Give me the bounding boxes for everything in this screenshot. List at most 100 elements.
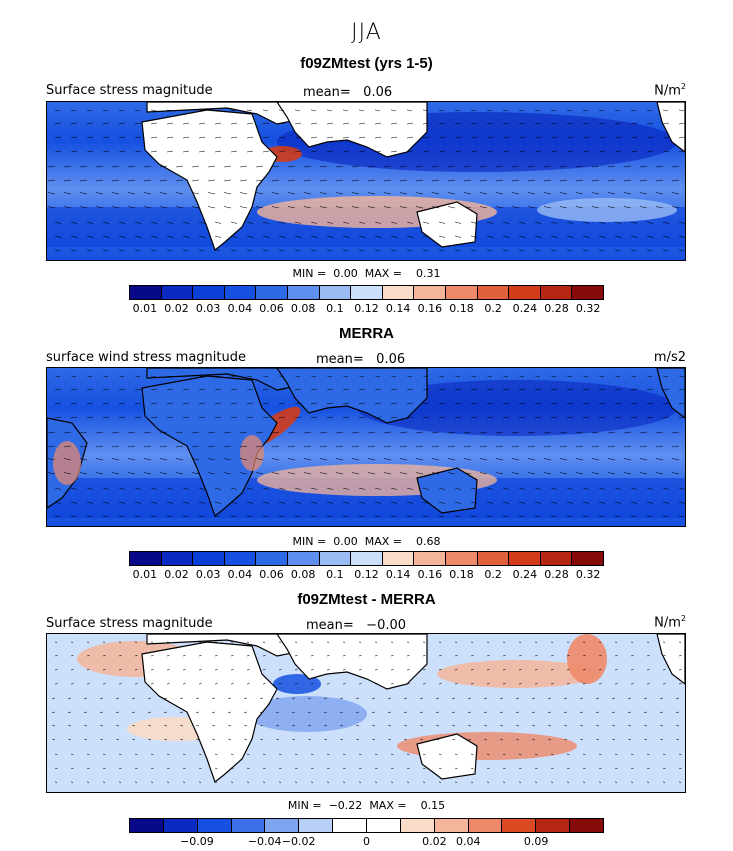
wind-vector	[550, 109, 557, 111]
wind-vector	[134, 753, 138, 756]
wind-vector	[566, 655, 570, 657]
wind-vector	[614, 136, 622, 139]
wind-vector	[575, 165, 584, 168]
wind-vector	[534, 753, 538, 756]
wind-vector	[134, 136, 142, 139]
wind-vector	[559, 445, 568, 448]
wind-vector	[486, 122, 494, 125]
wind-vector	[630, 416, 638, 419]
wind-vector	[287, 192, 296, 195]
wind-vector	[646, 388, 654, 391]
wind-vector	[335, 206, 344, 209]
wind-vector	[484, 711, 488, 713]
wind-vector	[143, 431, 152, 434]
wind-vector	[150, 402, 158, 405]
wind-vector	[102, 136, 110, 139]
wind-vector	[262, 753, 266, 756]
wind-vector	[591, 458, 600, 461]
wind-vector	[607, 206, 616, 209]
wind-vector	[374, 669, 378, 671]
wind-vector	[246, 402, 254, 405]
wind-vector	[559, 431, 568, 434]
wind-vector	[246, 375, 253, 377]
wind-vector	[324, 738, 328, 741]
wind-vector	[580, 724, 584, 727]
wind-vector	[630, 122, 638, 125]
wind-vector	[70, 487, 78, 490]
wind-vector	[383, 206, 392, 209]
wind-vector	[502, 235, 510, 238]
wind-vector	[150, 388, 158, 391]
wind-vector	[655, 458, 664, 461]
wind-vector	[102, 221, 110, 224]
colorbar-swatch	[572, 286, 603, 299]
wind-vector	[198, 767, 202, 770]
wind-vector	[271, 472, 280, 475]
wind-vector	[95, 472, 104, 475]
wind-vector	[230, 487, 238, 490]
wind-vector	[262, 388, 270, 391]
wind-vector	[246, 416, 254, 419]
wind-vector	[116, 724, 120, 727]
wind-vector	[678, 122, 685, 125]
wind-vector	[646, 416, 654, 419]
wind-vector	[294, 375, 301, 377]
colorbar-swatch	[231, 819, 266, 832]
wind-vector	[534, 402, 542, 405]
wind-vector	[102, 767, 106, 770]
wind-vector	[100, 711, 104, 713]
colorbar-swatch	[445, 552, 478, 565]
wind-vector	[390, 487, 398, 490]
wind-vector	[518, 416, 526, 419]
wind-vector	[454, 136, 462, 139]
panel-1-min-label: MIN =	[292, 267, 327, 280]
wind-vector	[95, 431, 104, 434]
wind-vector	[52, 724, 56, 727]
wind-vector	[118, 122, 126, 125]
wind-vector	[230, 753, 234, 756]
wind-vector	[70, 402, 78, 405]
wind-vector	[639, 445, 648, 448]
wind-vector	[612, 738, 616, 741]
wind-vector	[207, 445, 216, 448]
wind-vector	[310, 122, 318, 125]
wind-vector	[550, 249, 557, 251]
wind-vector	[390, 402, 398, 405]
wind-vector	[148, 697, 152, 699]
wind-vector	[486, 221, 494, 224]
wind-vector	[671, 165, 680, 168]
colorbar-tick-label: 0.12	[354, 302, 379, 315]
wind-vector	[566, 753, 570, 756]
wind-vector	[390, 767, 394, 770]
wind-vector	[326, 150, 334, 153]
wind-vector	[212, 711, 216, 713]
wind-vector	[294, 767, 298, 770]
wind-vector	[630, 249, 637, 251]
wind-vector	[86, 487, 94, 490]
wind-vector	[646, 375, 653, 377]
wind-vector	[310, 501, 318, 504]
wind-vector	[292, 738, 296, 741]
wind-vector	[79, 165, 88, 168]
wind-vector	[310, 249, 317, 251]
wind-vector	[447, 206, 456, 209]
wind-vector	[511, 458, 520, 461]
wind-vector	[406, 669, 410, 671]
wind-vector	[255, 458, 264, 461]
wind-vector	[566, 501, 574, 504]
wind-vector	[678, 501, 685, 504]
wind-vector	[180, 738, 184, 741]
wind-vector	[310, 655, 314, 657]
wind-vector	[63, 165, 72, 168]
wind-vector	[678, 109, 685, 111]
wind-vector	[543, 431, 552, 434]
wind-vector	[390, 150, 398, 153]
colorbar-swatch	[161, 552, 194, 565]
wind-vector	[102, 515, 109, 517]
wind-vector	[655, 431, 664, 434]
colorbar-swatch	[434, 819, 469, 832]
wind-vector	[54, 767, 58, 770]
wind-vector	[532, 738, 536, 741]
wind-vector	[470, 669, 474, 671]
wind-vector	[303, 206, 312, 209]
